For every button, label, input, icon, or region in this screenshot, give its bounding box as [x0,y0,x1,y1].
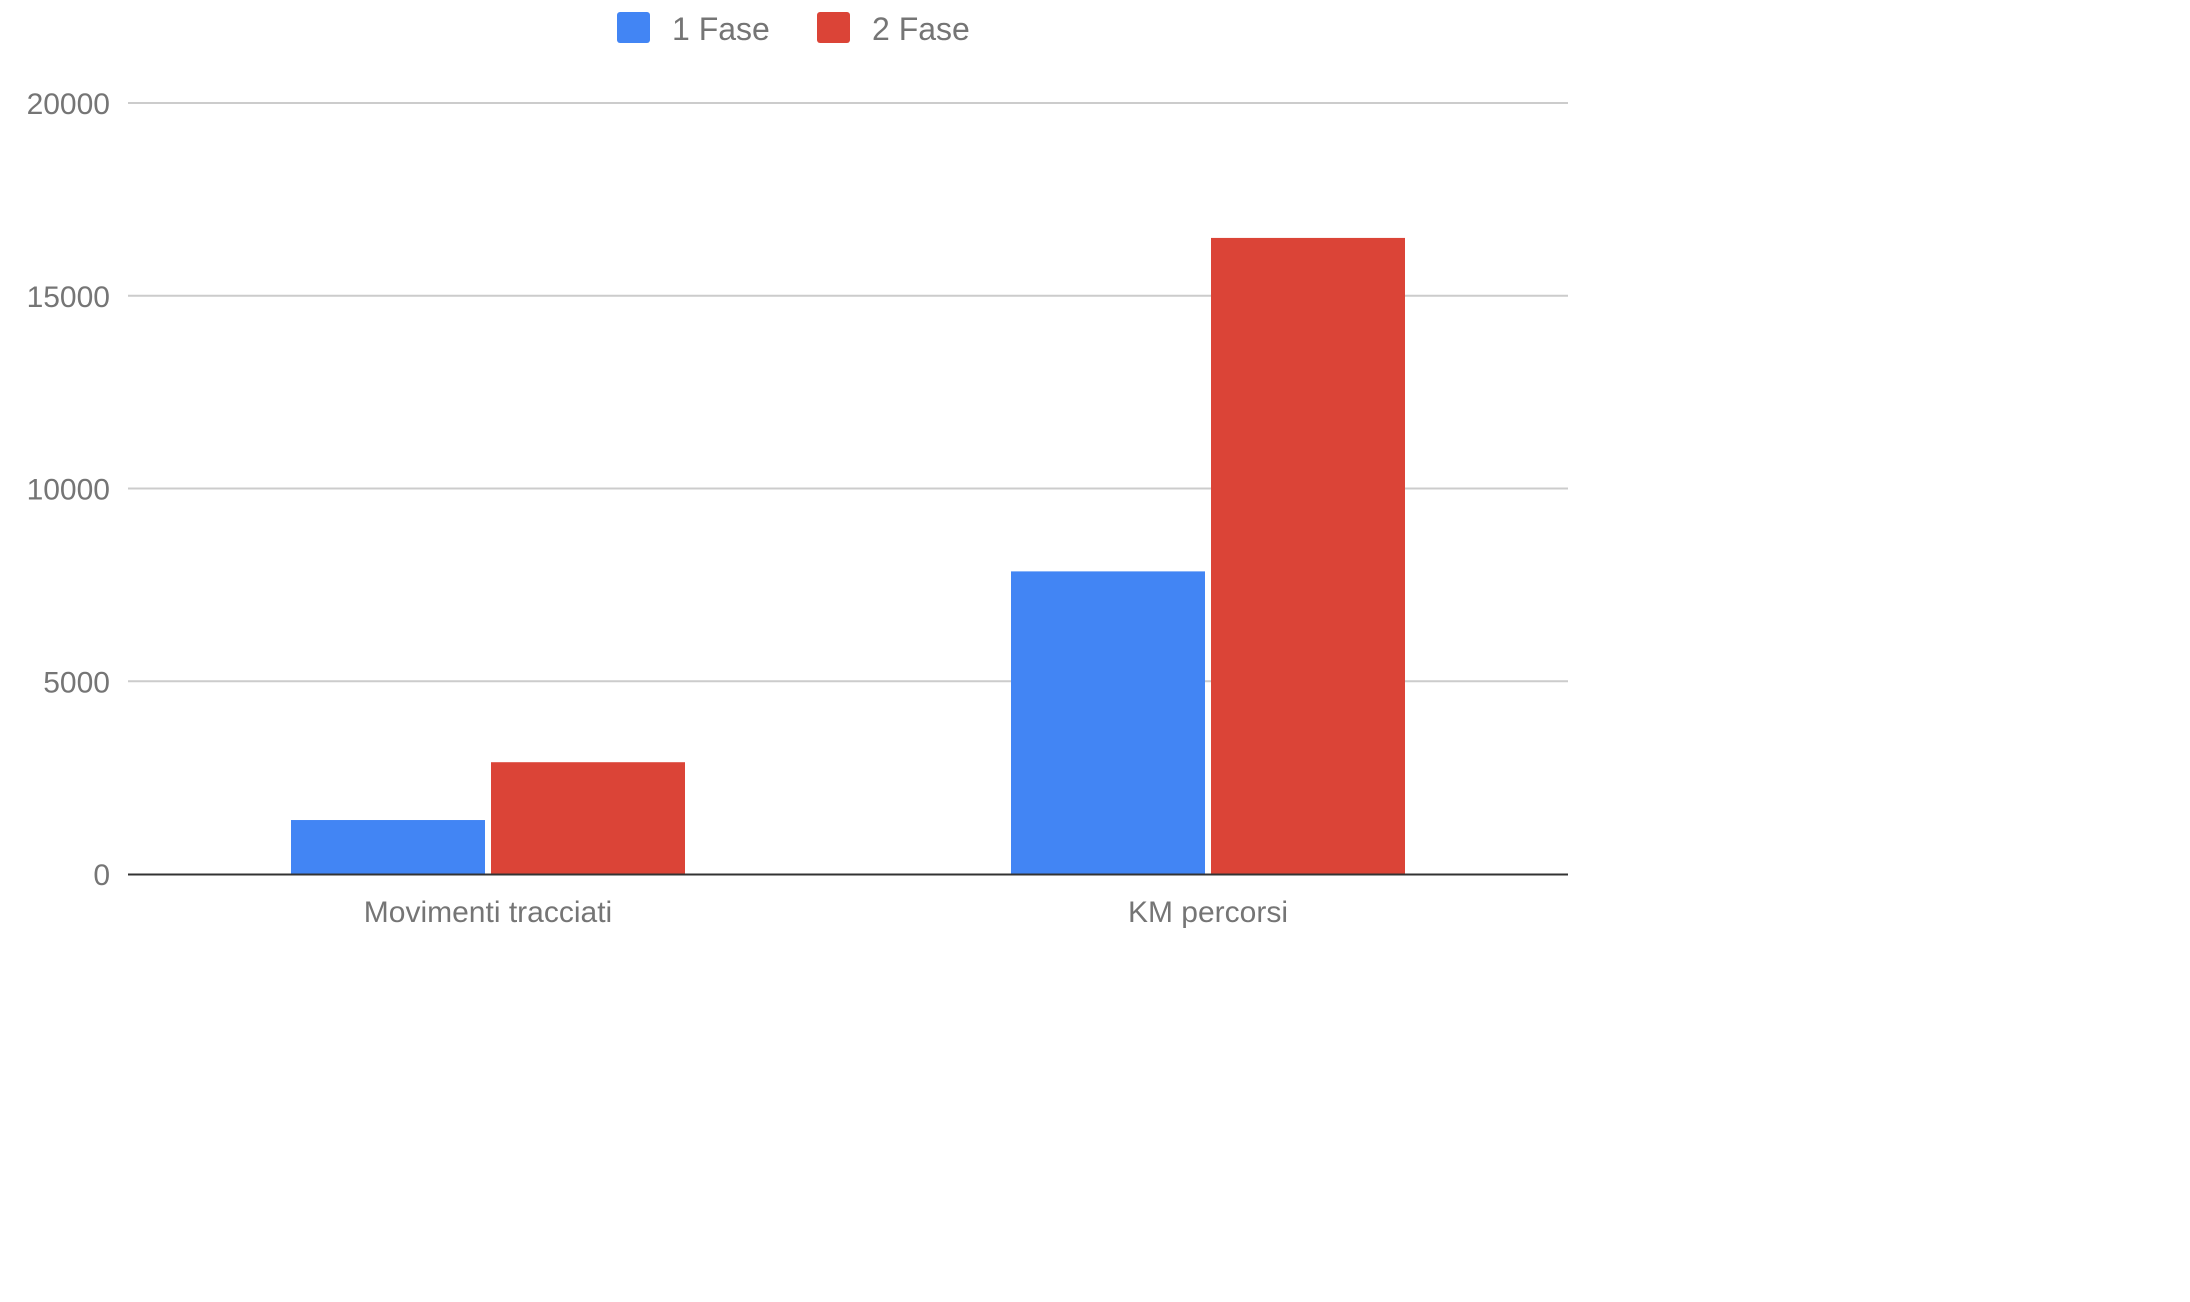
bars [291,237,1405,875]
x-category-label: KM percorsi [1128,896,1288,929]
chart-canvas: 1 Fase 2 Fase 0 5000 10000 15000 20000 Movime… [27,11,1568,929]
legend-label: 2 Fase [872,11,970,47]
bar-2-fase-2 [1211,237,1405,875]
y-axis-ticks: 0 5000 10000 15000 20000 [27,88,110,892]
y-tick-label: 5000 [43,666,110,699]
bar-1-fase-1 [291,820,485,874]
legend-swatch [817,12,850,43]
y-tick-label: 10000 [27,474,110,507]
y-tick-label: 20000 [27,88,110,121]
bar-chart: 1 Fase 2 Fase 0 5000 10000 15000 20000 Movime… [27,11,1568,929]
bar-1-fase-2 [1011,571,1205,874]
legend-label: 1 Fase [672,11,770,47]
legend: 1 Fase 2 Fase [617,11,970,47]
y-tick-label: 15000 [27,281,110,314]
bar-2-fase-1 [491,762,685,874]
y-tick-label: 0 [93,859,110,892]
legend-swatch [617,12,650,43]
x-axis-labels: Movimenti tracciati KM percorsi [364,896,1288,929]
x-category-label: Movimenti tracciati [364,896,612,929]
